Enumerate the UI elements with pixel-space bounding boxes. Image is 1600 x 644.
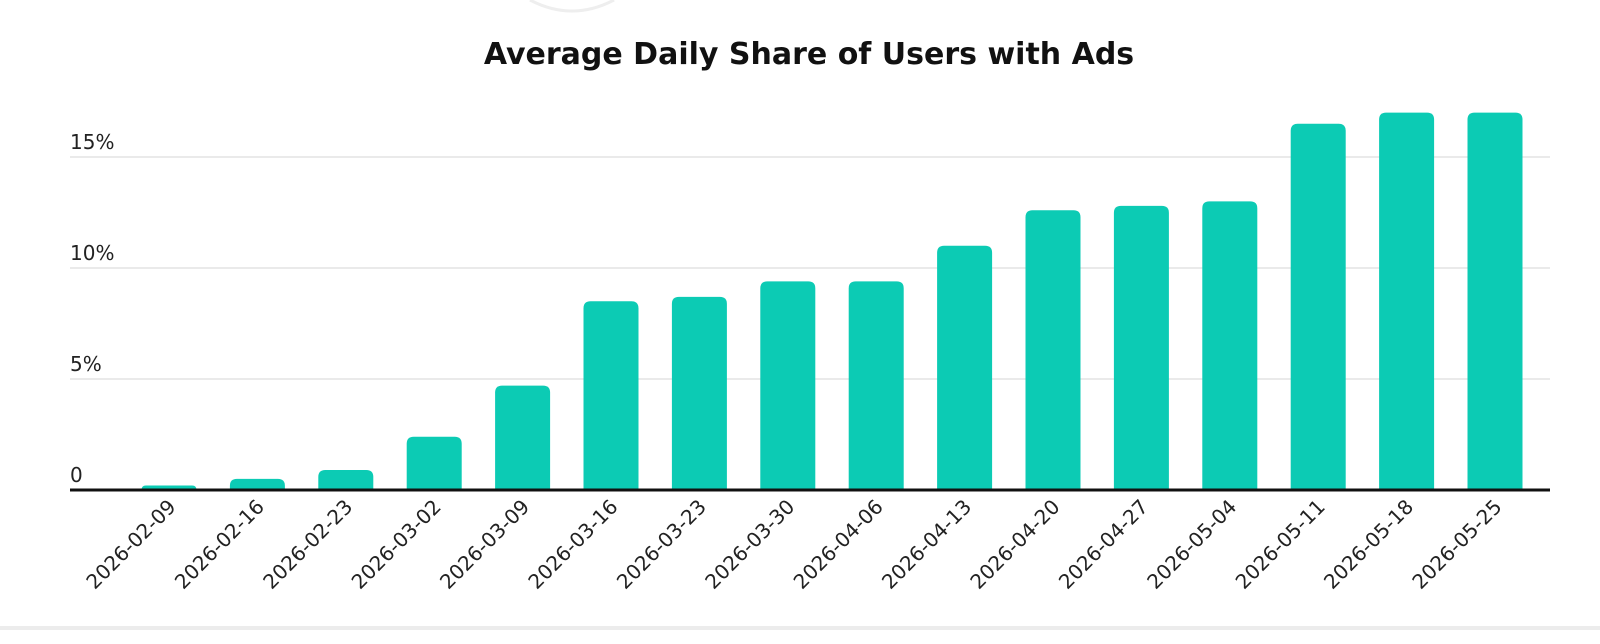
bar	[1290, 123, 1346, 490]
bars	[141, 112, 1523, 490]
x-tick-label: 2026-04-13	[877, 495, 976, 594]
x-tick-label: 2026-02-09	[81, 495, 180, 594]
x-tick-label: 2026-04-27	[1054, 495, 1153, 594]
bar	[848, 281, 904, 490]
x-tick-label: 2026-03-30	[700, 495, 799, 594]
bar	[1113, 205, 1169, 490]
x-tick-label: 2026-05-25	[1407, 495, 1506, 594]
x-tick-label: 2026-05-04	[1142, 495, 1241, 594]
chart-title: Average Daily Share of Users with Ads	[484, 37, 1134, 72]
x-tick-label: 2026-05-18	[1319, 495, 1418, 594]
y-tick-label: 5%	[70, 352, 102, 376]
bar	[229, 478, 285, 490]
y-tick-label: 10%	[70, 241, 114, 265]
bottom-divider	[0, 626, 1600, 630]
x-tick-label: 2026-05-11	[1231, 495, 1330, 594]
watermark-logo	[529, 0, 615, 13]
bar	[937, 245, 993, 490]
bar	[1025, 210, 1081, 490]
bar	[1202, 201, 1258, 490]
x-tick-label: 2026-02-23	[258, 495, 357, 594]
y-tick-label: 15%	[70, 130, 114, 154]
bar	[1467, 112, 1523, 490]
bar	[495, 385, 551, 490]
y-axis-tick-labels: 0 5% 10% 15%	[70, 130, 114, 487]
bar	[318, 470, 374, 490]
bar	[1379, 112, 1435, 490]
x-tick-label: 2026-03-23	[612, 495, 711, 594]
bar	[760, 281, 816, 490]
y-tick-label: 0	[70, 463, 83, 487]
bar	[583, 301, 639, 490]
x-tick-label: 2026-02-16	[170, 495, 269, 594]
x-tick-label: 2026-03-09	[435, 495, 534, 594]
x-tick-label: 2026-04-06	[789, 495, 888, 594]
x-tick-label: 2026-04-20	[965, 495, 1064, 594]
x-tick-label: 2026-03-02	[347, 495, 446, 594]
x-tick-label: 2026-03-16	[523, 495, 622, 594]
bar	[406, 436, 462, 490]
x-axis-tick-labels: 2026-02-092026-02-162026-02-232026-03-02…	[81, 495, 1506, 594]
bar	[671, 296, 727, 490]
